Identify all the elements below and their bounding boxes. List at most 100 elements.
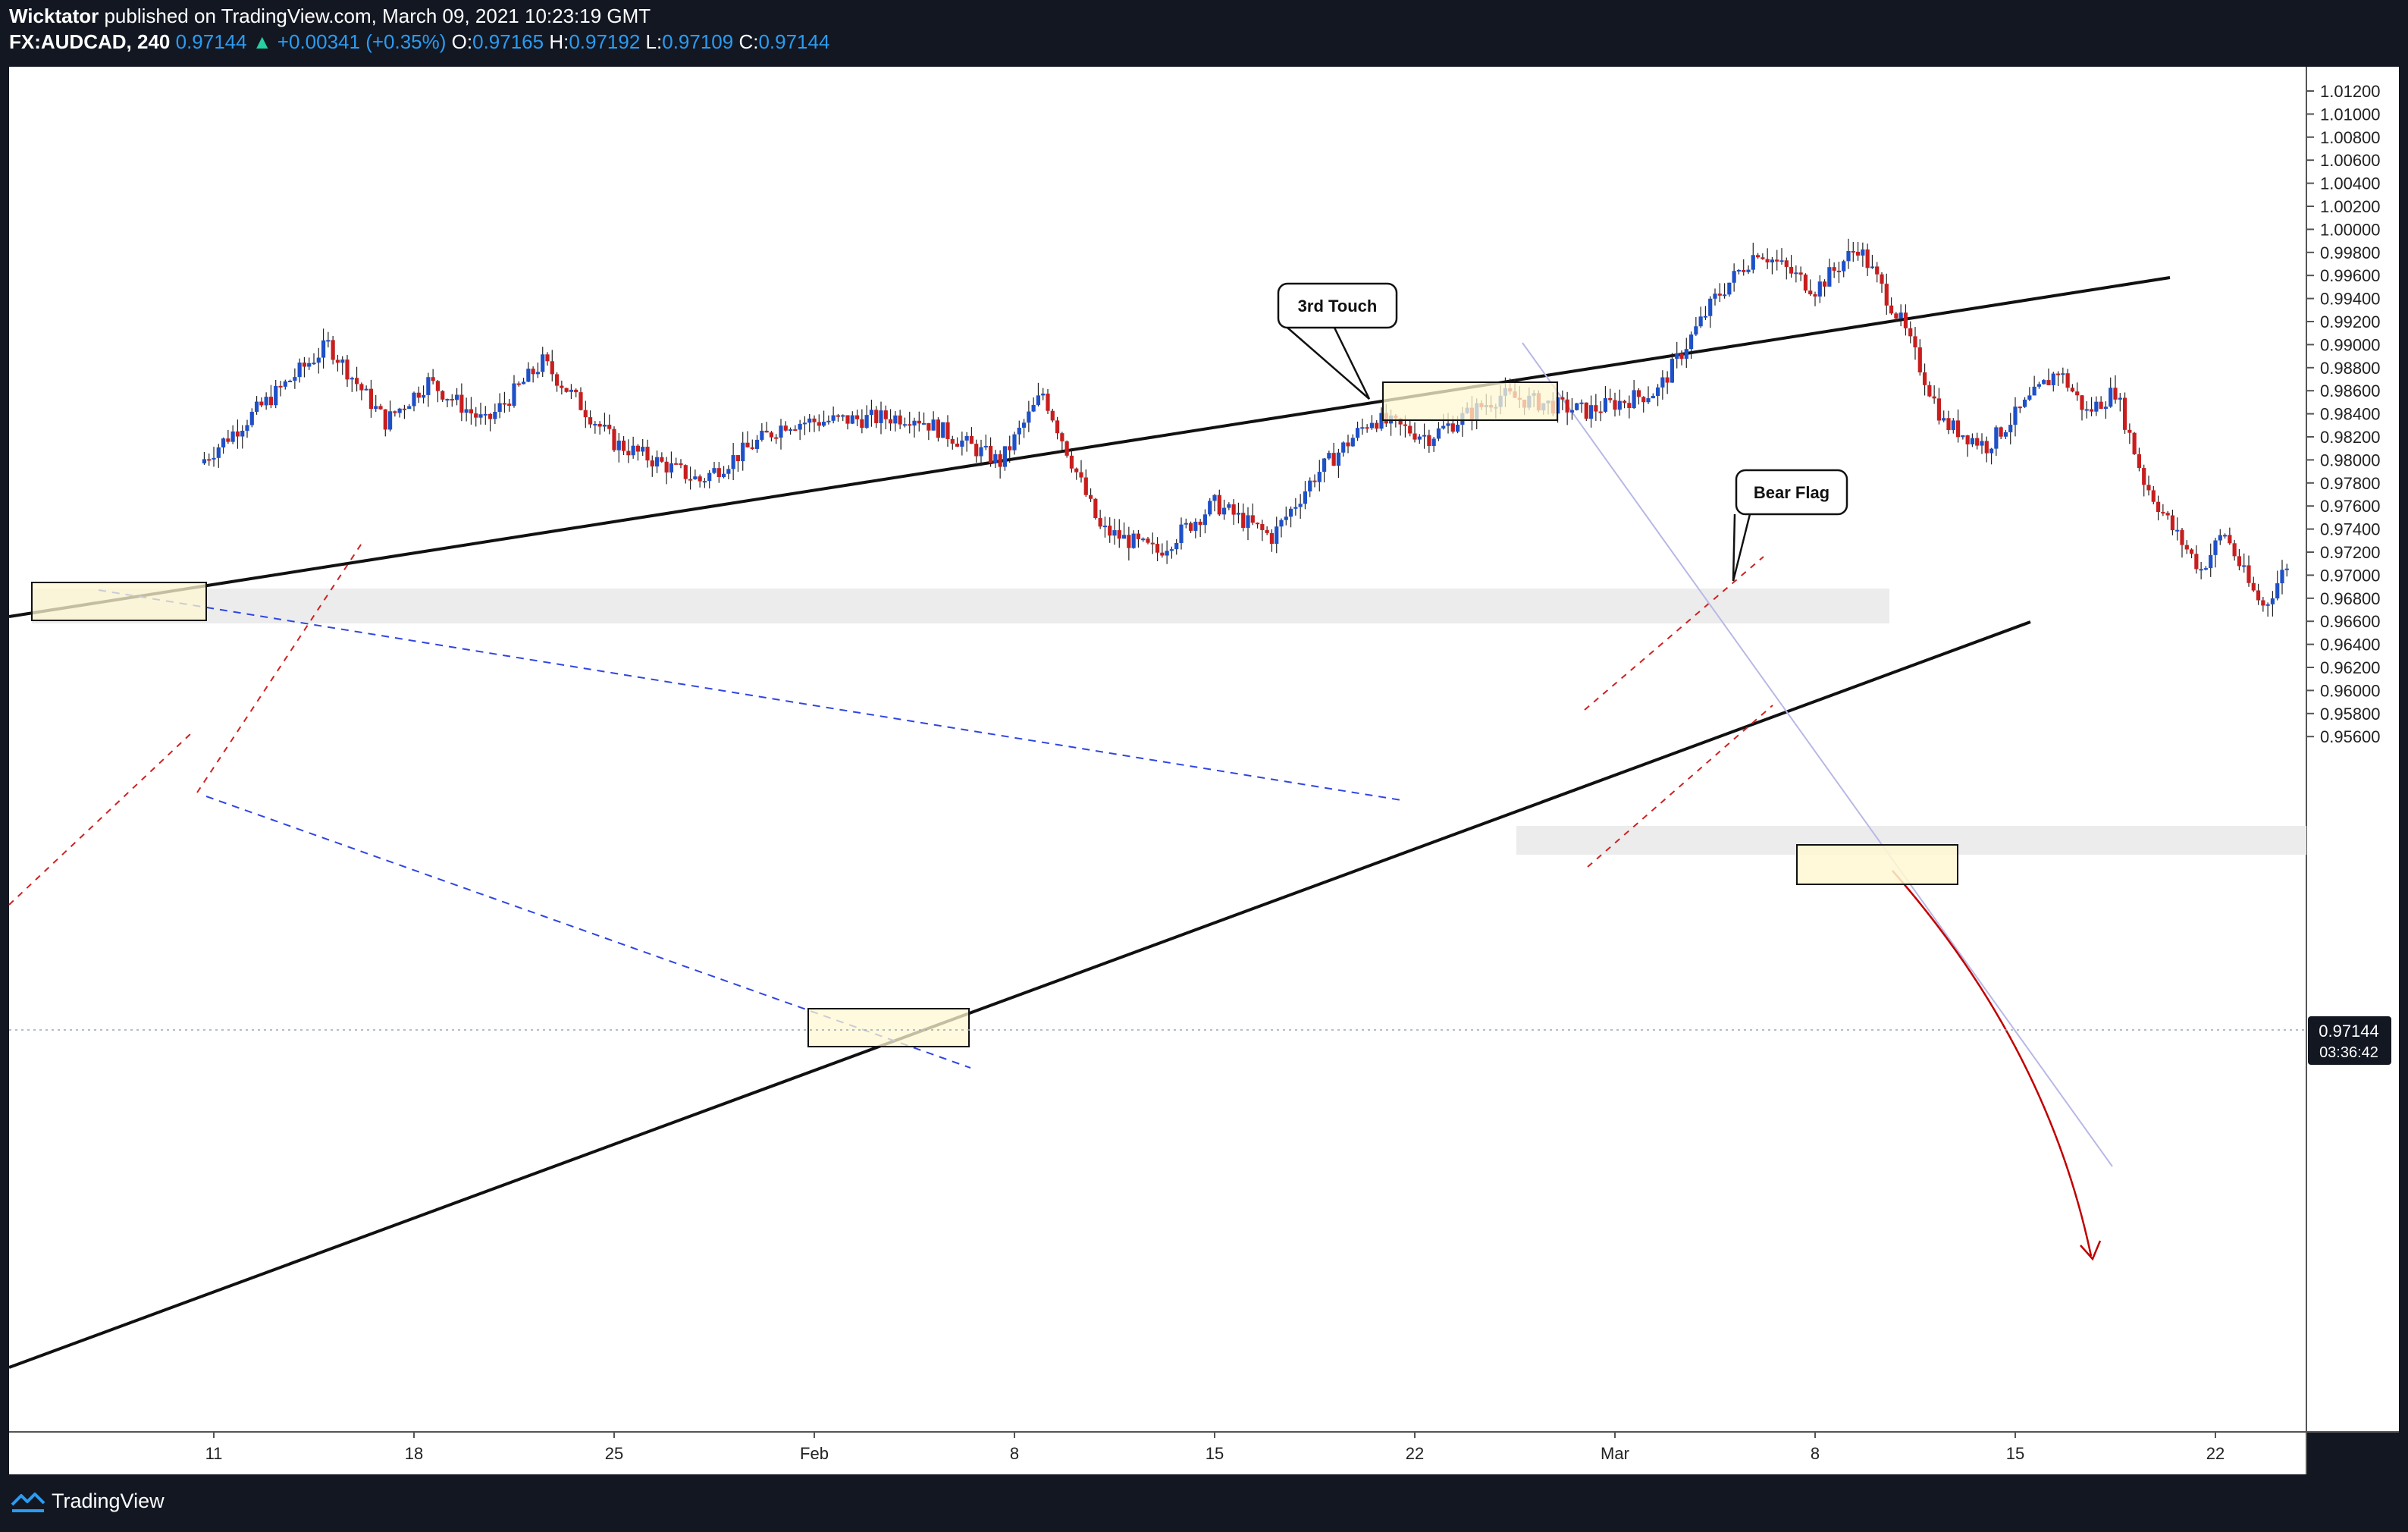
candle-body	[2175, 529, 2180, 532]
y-tick-label: 0.99000	[2320, 335, 2381, 354]
candle-body	[1355, 428, 1360, 438]
author-name[interactable]: Wicktator	[9, 5, 99, 27]
candle-body	[1798, 272, 1803, 275]
upper-trendline[interactable]	[8, 276, 2171, 618]
candle-body	[1569, 410, 1575, 413]
candle-body	[2203, 568, 2209, 570]
current-price-tag[interactable]: 0.97144 03:36:42	[2308, 1016, 2391, 1065]
candle-body	[1174, 542, 1179, 550]
callout-bear-flag-text: Bear Flag	[1754, 483, 1830, 502]
candle-body	[1303, 491, 1308, 504]
candle-body	[1584, 402, 1588, 419]
candle-body	[2146, 485, 2151, 491]
candle-body	[1341, 442, 1346, 453]
candle-body	[354, 378, 359, 385]
symbol-label[interactable]: FX:AUDCAD, 240	[9, 30, 171, 53]
candle-body	[268, 397, 274, 406]
y-tick-label: 0.96400	[2320, 636, 2381, 655]
candle-body	[2247, 565, 2251, 583]
candle-body	[854, 415, 860, 419]
candle-body	[1455, 424, 1460, 432]
candle-body	[802, 422, 807, 425]
candle-body	[1398, 418, 1403, 425]
candle-body	[2137, 454, 2142, 469]
candle-body	[641, 447, 645, 452]
candle-body	[2256, 590, 2261, 601]
candle-body	[1169, 549, 1174, 551]
highlight-box-left-top[interactable]	[31, 582, 207, 621]
candle-body	[788, 429, 793, 432]
candle-body	[1279, 520, 1284, 527]
x-tick-label: 8	[1811, 1444, 1820, 1463]
candle-body	[888, 419, 893, 424]
y-tick-label: 0.97600	[2320, 497, 2381, 516]
candle-body	[612, 429, 616, 450]
candle-body	[945, 422, 950, 439]
price-axis[interactable]	[2306, 67, 2399, 1432]
flag-line-2[interactable]	[196, 539, 365, 793]
candle-body	[321, 340, 326, 358]
projection-arrow[interactable]	[1892, 870, 2093, 1257]
candle-body	[1260, 524, 1265, 530]
descending-line[interactable]	[1522, 342, 2113, 1167]
highlight-box-target[interactable]	[1796, 844, 1958, 885]
tradingview-brand[interactable]: TradingView	[52, 1490, 165, 1512]
lower-trendline[interactable]	[8, 620, 2031, 1369]
candle-body	[297, 363, 302, 378]
chart-pane[interactable]	[9, 67, 2306, 1432]
bear-flag-top-line[interactable]	[1584, 556, 1764, 711]
candle-body	[1751, 255, 1755, 270]
candle-body	[2094, 401, 2099, 412]
candle-body	[316, 357, 321, 363]
flag-line-1[interactable]	[8, 733, 192, 906]
candle-body	[831, 415, 836, 421]
candle-body	[516, 383, 521, 385]
candle-body	[1093, 498, 1098, 519]
highlight-box-bottom[interactable]	[807, 1008, 970, 1047]
channel-top-line[interactable]	[98, 589, 1402, 801]
candle-body	[1346, 442, 1350, 447]
candle-body	[1746, 269, 1751, 272]
candle-body	[1641, 397, 1646, 403]
candle-body	[1894, 313, 1898, 319]
callout-bear-flag[interactable]: Bear Flag	[1732, 469, 1848, 582]
candle-body	[1694, 326, 1698, 335]
candle-body	[1717, 294, 1722, 296]
candle-body	[1083, 477, 1088, 495]
candle-body	[1179, 524, 1184, 543]
candle-body	[2265, 604, 2270, 606]
candle-body	[1336, 452, 1341, 466]
candle-body	[1594, 405, 1598, 412]
callout-3rd-touch[interactable]: 3rd Touch	[1277, 282, 1398, 400]
candle-body	[1246, 515, 1250, 528]
candle-body	[1155, 544, 1160, 553]
candle-body	[1936, 398, 1942, 421]
candle-body	[2142, 468, 2146, 485]
candle-body	[2109, 388, 2113, 407]
candle-body	[488, 413, 493, 419]
y-tick-label: 0.96000	[2320, 681, 2381, 700]
candle-body	[359, 384, 364, 391]
candle-body	[793, 429, 798, 432]
time-axis[interactable]	[9, 1432, 2306, 1474]
candle-body	[2065, 373, 2070, 388]
candle-body	[654, 457, 660, 467]
candle-body	[1227, 504, 1231, 508]
candle-body	[1184, 523, 1188, 525]
candle-body	[2132, 432, 2137, 454]
candle-body	[1560, 397, 1565, 400]
candle-body	[1379, 413, 1384, 429]
candle-body	[821, 422, 826, 426]
candle-body	[345, 359, 350, 380]
highlight-box-peak[interactable]	[1382, 381, 1558, 421]
tradingview-logo-icon[interactable]	[11, 1488, 45, 1514]
candle-body	[716, 468, 721, 478]
bear-flag-bottom-line[interactable]	[1587, 705, 1773, 868]
candle-body	[1046, 393, 1050, 411]
published-text: published on TradingView.com, March 09, …	[99, 5, 651, 27]
candle-body	[1994, 427, 1999, 449]
candle-body	[1617, 400, 1622, 410]
y-tick-label: 0.96800	[2320, 589, 2381, 608]
chart-footer: TradingView	[0, 1474, 2408, 1532]
